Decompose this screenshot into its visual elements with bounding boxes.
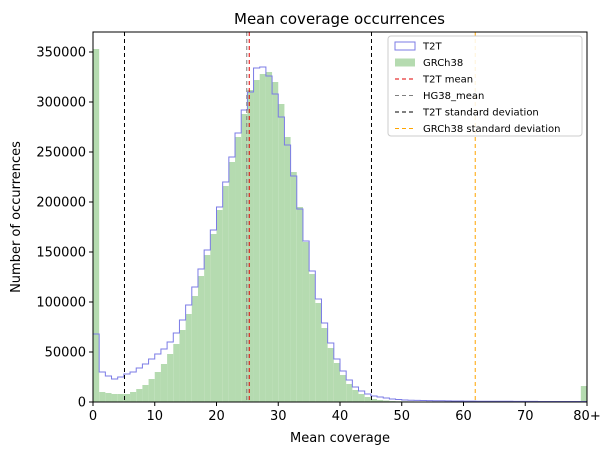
bar-grch38 — [136, 389, 143, 402]
bar-grch38 — [105, 393, 112, 402]
plot-area — [92, 32, 588, 402]
legend: T2T GRCh38 T2T mean HG38_mean T2T standard d… — [387, 35, 583, 137]
x-tick-label: 0 — [89, 409, 97, 424]
bar-grch38 — [290, 172, 297, 402]
bar-grch38 — [383, 400, 390, 402]
bar-grch38 — [117, 394, 124, 402]
bar-grch38 — [309, 274, 316, 402]
bar-grch38 — [241, 114, 248, 402]
bar-grch38 — [580, 386, 587, 402]
legend-label-grch38-standard-deviation: GRCh38 standard deviation — [423, 124, 560, 135]
bar-grch38 — [284, 137, 291, 402]
bar-grch38 — [302, 242, 310, 402]
y-tick-label: 250000 — [36, 146, 86, 161]
bar-grch38 — [179, 330, 186, 402]
bar-grch38 — [296, 207, 303, 402]
bar-grch38 — [321, 328, 328, 402]
bar-grch38 — [148, 379, 155, 402]
bar-grch38 — [222, 186, 229, 402]
legend-frame — [387, 35, 583, 137]
bar-grch38 — [259, 74, 266, 402]
bar-grch38 — [123, 394, 131, 402]
bar-grch38 — [278, 104, 285, 402]
bar-grch38 — [216, 210, 223, 402]
chart-title: Mean coverage occurrences — [234, 10, 445, 28]
bar-grch38 — [370, 399, 378, 402]
bar-grch38 — [265, 72, 273, 402]
bar-grch38 — [364, 397, 371, 402]
series-t2t-step-line — [92, 66, 588, 402]
bar-grch38 — [235, 137, 242, 402]
bar-grch38 — [333, 363, 340, 402]
legend-label-hg38-mean: HG38_mean — [423, 91, 484, 102]
legend-label-t2t-standard-deviation: T2T standard deviation — [422, 108, 539, 119]
legend-swatch-t2t — [394, 41, 416, 51]
bar-grch38 — [247, 90, 254, 402]
bar-grch38 — [340, 375, 347, 402]
y-tick-label: 300000 — [36, 96, 86, 111]
bar-grch38 — [377, 400, 384, 402]
x-axis: 0 10 20 30 40 50 60 70 80+ — [89, 402, 601, 424]
y-axis-label: Number of occurrences — [9, 141, 24, 293]
x-tick-label: 10 — [146, 409, 163, 424]
bar-grch38 — [204, 255, 211, 402]
bar-grch38 — [253, 80, 260, 402]
bar-grch38 — [358, 394, 365, 402]
x-axis-label: Mean coverage — [290, 431, 390, 446]
x-tick-label: 40 — [332, 409, 349, 424]
bar-grch38 — [111, 394, 118, 402]
y-tick-label: 100000 — [36, 296, 86, 311]
bar-grch38 — [93, 49, 100, 402]
bar-grch38 — [197, 276, 205, 402]
bar-grch38 — [99, 392, 106, 402]
legend-label-grch38: GRCh38 — [423, 58, 463, 69]
legend-label-t2t-mean: T2T mean — [422, 75, 473, 86]
y-tick-label: 150000 — [36, 246, 86, 261]
bar-grch38 — [346, 384, 353, 402]
x-tick-label: 60 — [455, 409, 472, 424]
bar-grch38 — [185, 314, 192, 402]
bar-grch38 — [142, 385, 149, 402]
x-tick-label: 50 — [393, 409, 410, 424]
x-tick-label: 20 — [208, 409, 225, 424]
y-tick-label: 0 — [78, 396, 86, 411]
bar-grch38 — [191, 296, 198, 402]
bar-grch38 — [167, 354, 174, 402]
bar-grch38 — [315, 303, 322, 402]
x-tick-label: 70 — [517, 409, 534, 424]
bar-grch38 — [160, 364, 168, 402]
legend-swatch-grch38 — [395, 58, 415, 67]
bar-grch38 — [210, 234, 217, 402]
bar-grch38 — [228, 162, 236, 402]
bar-grch38 — [130, 392, 137, 402]
y-tick-label: 200000 — [36, 196, 86, 211]
series-grch38 — [93, 49, 587, 402]
bar-grch38 — [327, 348, 334, 402]
legend-label-t2t: T2T — [422, 42, 442, 53]
x-tick-label: 30 — [270, 409, 287, 424]
x-tick-label: 80+ — [573, 409, 600, 424]
y-tick-label: 50000 — [45, 346, 86, 361]
bar-grch38 — [154, 372, 161, 402]
bar-grch38 — [173, 344, 180, 402]
bar-grch38 — [352, 390, 359, 402]
y-tick-label: 350000 — [36, 46, 86, 61]
y-axis: 0 50000 100000 150000 200000 250000 300000 3500… — [36, 46, 93, 411]
bar-grch38 — [272, 82, 279, 402]
